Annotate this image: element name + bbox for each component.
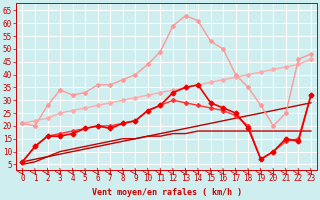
X-axis label: Vent moyen/en rafales ( km/h ): Vent moyen/en rafales ( km/h ) bbox=[92, 188, 242, 197]
